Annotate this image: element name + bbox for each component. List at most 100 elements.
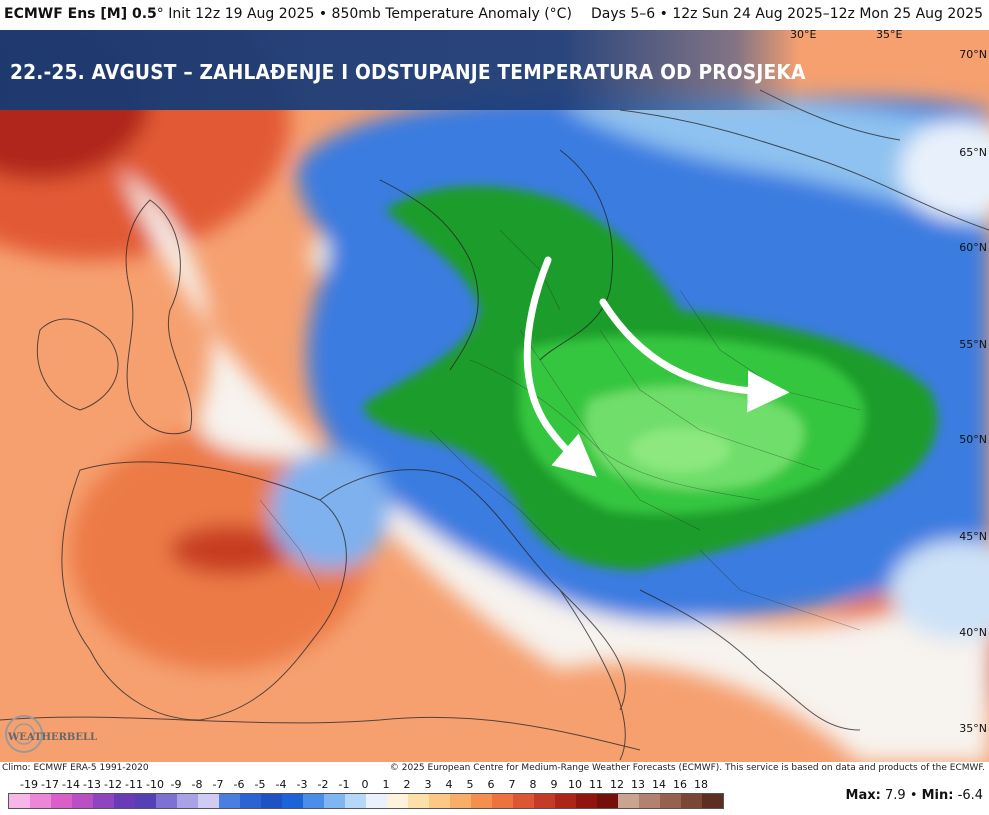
scale-tick-label: -7 [212, 778, 224, 791]
colorbar-swatch [513, 794, 534, 808]
scale-tick-label: -11 [125, 778, 143, 791]
logo-text: WEATHERBELL [8, 732, 98, 743]
scale-tick-label: 0 [361, 778, 369, 791]
colorbar-swatch [72, 794, 93, 808]
scale-tick-label: -17 [41, 778, 59, 791]
scale-tick-label: -8 [191, 778, 203, 791]
scale-tick-label: -10 [146, 778, 164, 791]
scale-tick-label: 1 [382, 778, 390, 791]
lat-label: 60°N [959, 241, 987, 254]
lat-label: 50°N [959, 433, 987, 446]
init-info: ° Init 12z 19 Aug 2025 • 850mb Temperatu… [156, 6, 572, 22]
scale-tick-label: -14 [62, 778, 80, 791]
scale-tick-label: -12 [104, 778, 122, 791]
copyright-credit: © 2025 European Centre for Medium-Range … [389, 763, 985, 773]
scale-tick-label: 7 [508, 778, 516, 791]
banner-title: 22.-25. AVGUST – ZAHLAĐENJE I ODSTUPANJE… [10, 60, 806, 84]
colorbar-swatch [177, 794, 198, 808]
colorbar-swatch [681, 794, 702, 808]
scale-tick-label: -1 [338, 778, 350, 791]
max-value: 7.9 [884, 788, 906, 803]
map-header: ECMWF Ens [M] 0.5° Init 12z 19 Aug 2025 … [0, 0, 989, 30]
max-min-readout: Max: 7.9 • Min: -6.4 [846, 788, 983, 803]
colorbar-swatch [156, 794, 177, 808]
borders [259, 229, 861, 631]
anomaly-field [0, 30, 989, 762]
colorbar-swatch [9, 794, 30, 808]
credits: Climo: ECMWF ERA-5 1991-2020 © 2025 Euro… [0, 762, 989, 776]
southward-arrow [523, 256, 597, 477]
scale-tick-label: 10 [568, 778, 582, 791]
model-info: ECMWF Ens [M] 0.5° Init 12z 19 Aug 2025 … [4, 6, 572, 22]
colorbar-swatch [198, 794, 219, 808]
colorbar-swatch [597, 794, 618, 808]
colorbar-swatch [93, 794, 114, 808]
scale-tick-label: 4 [445, 778, 453, 791]
scale-tick-label: 5 [466, 778, 474, 791]
colorbar-swatch [303, 794, 324, 808]
model-name: ECMWF Ens [M] 0.5 [4, 6, 157, 22]
colorbar-swatch [240, 794, 261, 808]
scale-tick-label: -2 [317, 778, 329, 791]
colorbar-swatch [492, 794, 513, 808]
scale-tick-label: -19 [20, 778, 38, 791]
lat-label: 40°N [959, 626, 987, 639]
scale-tick-label: 14 [652, 778, 666, 791]
colorbar-swatch [30, 794, 51, 808]
lon-label: 35°E [876, 30, 903, 41]
colorbar [8, 793, 724, 809]
colorbar-swatch [366, 794, 387, 808]
scale-tick-label: 16 [673, 778, 687, 791]
scale-tick-label: -9 [170, 778, 182, 791]
colorbar-swatch [576, 794, 597, 808]
lon-label: 30°E [790, 30, 817, 41]
colorbar-swatch [534, 794, 555, 808]
title-banner: 22.-25. AVGUST – ZAHLAĐENJE I ODSTUPANJE… [0, 30, 805, 110]
climo-credit: Climo: ECMWF ERA-5 1991-2020 [2, 763, 149, 773]
colorbar-swatch [114, 794, 135, 808]
colorbar-swatch [345, 794, 366, 808]
coastlines [0, 89, 989, 761]
scale-tick-label: -5 [254, 778, 266, 791]
colorbar-swatch [282, 794, 303, 808]
lat-label: 70°N [959, 48, 987, 61]
scale-tick-label: -13 [83, 778, 101, 791]
scale-tick-label: 11 [589, 778, 603, 791]
colorbar-swatch [429, 794, 450, 808]
colorbar-swatch [471, 794, 492, 808]
scale-ticks: -19 -17 -14 -13 -12 -11 -10 -9 -8 -7 -6 -5 -4 -3 -2 -1 0… [8, 778, 728, 792]
scale-tick-label: -3 [296, 778, 308, 791]
lat-label: 55°N [959, 338, 987, 351]
scale-tick-label: 2 [403, 778, 411, 791]
scale-tick-label: 18 [694, 778, 708, 791]
scale-tick-label: 8 [529, 778, 537, 791]
scale-tick-label: 3 [424, 778, 432, 791]
valid-time: Days 5–6 • 12z Sun 24 Aug 2025–12z Mon 2… [591, 6, 983, 22]
scale-tick-label: 13 [631, 778, 645, 791]
min-label: Min: [921, 788, 954, 803]
lat-label: 35°N [959, 722, 987, 735]
scale-tick-label: 12 [610, 778, 624, 791]
logo-mark [5, 715, 43, 753]
colorbar-swatch [660, 794, 681, 808]
anomaly-map: 70°N 65°N 60°N 55°N 50°N 45°N 40°N 35°N … [0, 30, 989, 762]
scale-tick-label: -4 [275, 778, 287, 791]
lat-label: 65°N [959, 146, 987, 159]
colorbar-swatch [324, 794, 345, 808]
colorbar-swatch [618, 794, 639, 808]
max-label: Max: [845, 788, 881, 803]
colorbar-swatch [555, 794, 576, 808]
colorbar-swatch [261, 794, 282, 808]
colorbar-swatch [387, 794, 408, 808]
colorbar-swatch [135, 794, 156, 808]
separator: • [909, 788, 918, 803]
neutral-zone [120, 170, 989, 762]
min-value: -6.4 [957, 788, 983, 803]
colorbar-swatch [408, 794, 429, 808]
colorbar-swatch [219, 794, 240, 808]
scale-tick-label: -6 [233, 778, 245, 791]
scale-tick-label: 6 [487, 778, 495, 791]
lat-label: 45°N [959, 530, 987, 543]
eastward-arrow [599, 298, 790, 413]
colorbar-swatch [639, 794, 660, 808]
